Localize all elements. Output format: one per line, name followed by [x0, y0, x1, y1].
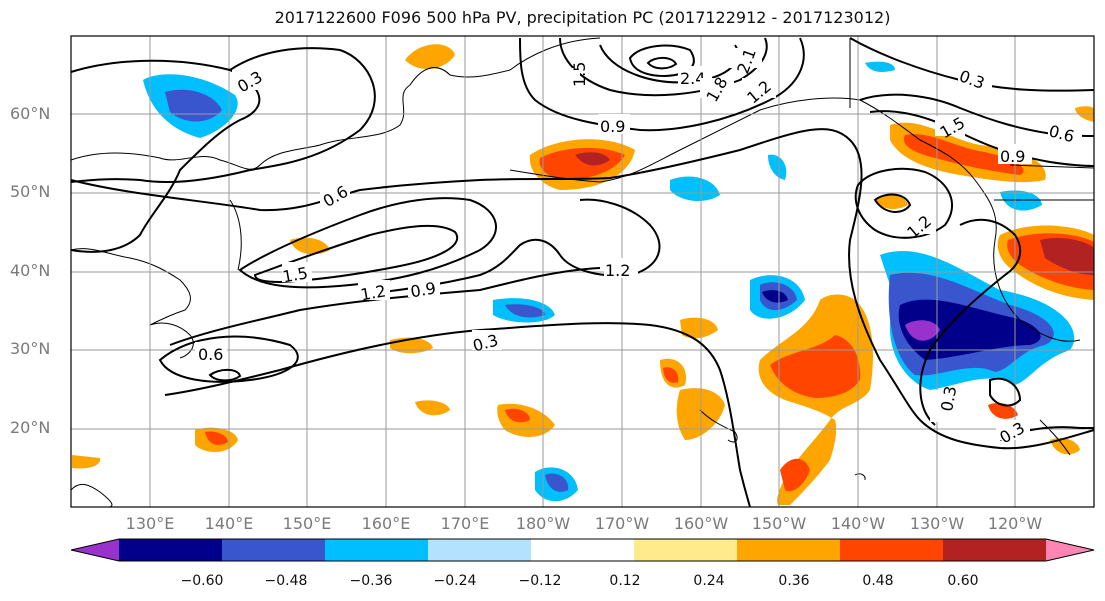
contour-label: 0.3 — [937, 385, 960, 413]
positive-precip-blob — [1050, 438, 1080, 455]
colorbar-segment — [325, 539, 429, 561]
pv-contour-line — [869, 110, 1095, 167]
lon-label: 150°E — [282, 514, 332, 533]
lon-label: 130°W — [909, 514, 965, 533]
negative-precip-blob — [1000, 190, 1042, 211]
pv-contour-line — [238, 197, 497, 289]
positive-precip-blob — [1040, 237, 1094, 275]
lat-label: 60°N — [10, 104, 51, 123]
map-title: 2017122600 F096 500 hPa PV, precipitatio… — [274, 8, 891, 27]
lon-label: 160°W — [673, 514, 729, 533]
lat-label: 40°N — [10, 261, 51, 280]
colorbar-extend-high — [1046, 539, 1094, 561]
negative-precip-blob — [905, 320, 940, 341]
pv-contour-line — [854, 167, 954, 239]
positive-precip-blob — [875, 194, 908, 210]
pv-contour-line — [989, 377, 1022, 407]
pv-contour-line — [873, 193, 912, 213]
positive-precip-blob — [663, 367, 679, 383]
positive-precip-blob — [780, 458, 810, 492]
colorbar-segment — [943, 539, 1047, 561]
colorbar-outline — [70, 538, 1095, 562]
pv-contour-line — [70, 59, 261, 253]
negative-precip-blob — [762, 290, 788, 303]
positive-precip-blob — [205, 431, 228, 445]
colorbar-tick-label: −0.36 — [349, 573, 393, 589]
positive-precip-blob — [290, 237, 330, 255]
positive-precip-blob — [988, 403, 1018, 419]
colorbar-tick-label: −0.12 — [518, 573, 562, 589]
lon-label: 170°W — [594, 514, 650, 533]
negative-precip-blob — [768, 154, 787, 180]
pv-contour-line — [359, 198, 661, 296]
contour-labels: 0.3 0.6 0.6 0.3 0.9 1.2 1.5 1.2 0.9 1.5 … — [195, 46, 1082, 447]
positive-precip-blob — [770, 335, 861, 398]
contour-label: 1.5 — [281, 263, 309, 286]
positive-precip-blob — [415, 400, 450, 416]
colorbar-segment — [428, 539, 532, 561]
pv-contour-line — [646, 56, 678, 70]
lon-label: 160°E — [361, 514, 411, 533]
colorbar-tick-label: −0.48 — [264, 573, 308, 589]
colorbar-tick-label: 0.48 — [862, 573, 894, 589]
map-frame — [70, 35, 1095, 508]
pv-contour-line — [919, 218, 1022, 426]
positive-precip-blob — [680, 317, 718, 339]
colorbar-segment — [634, 539, 738, 561]
lon-label: 150°W — [751, 514, 807, 533]
colorbar-segment — [119, 539, 223, 561]
negative-precip-blob — [505, 304, 545, 318]
contour-label: 0.6 — [198, 345, 223, 364]
negative-precip-blob — [865, 61, 895, 72]
contour-label: 0.9 — [1000, 147, 1025, 166]
lat-label: 20°N — [10, 418, 51, 437]
colorbar-tick-label: 0.36 — [778, 573, 810, 589]
contour-label: 1.2 — [605, 261, 630, 280]
colorbar-tick-label: 0.60 — [947, 573, 979, 589]
lon-label: 120°W — [987, 514, 1043, 533]
lat-label: 50°N — [10, 182, 51, 201]
pv-contour-line — [164, 322, 751, 508]
colorbar-segment — [531, 539, 635, 561]
lon-label: 170°E — [440, 514, 490, 533]
colorbar-segment — [840, 539, 944, 561]
contour-label: 1.2 — [359, 281, 387, 304]
lon-label: 140°W — [830, 514, 886, 533]
pv-contour-line — [519, 37, 805, 132]
colorbar-tick-label: −0.24 — [433, 573, 477, 589]
colorbar-tick-label: 0.24 — [693, 573, 725, 589]
negative-precip-blob — [545, 473, 569, 492]
positive-precip-blob — [505, 408, 530, 423]
contour-label: 0.9 — [409, 278, 437, 301]
pv-contour-line — [253, 224, 458, 284]
positive-precip-blob — [575, 152, 610, 166]
pv-contour-line — [70, 47, 376, 183]
positive-precip-blob — [903, 134, 1024, 175]
lon-label: 180°W — [515, 514, 571, 533]
contour-label: 2.4 — [680, 69, 705, 88]
coastlines — [70, 37, 1095, 508]
lon-label: 130°E — [125, 514, 175, 533]
colorbar-tick-label: −0.60 — [180, 573, 224, 589]
colorbar — [70, 538, 1095, 562]
positive-precip-blob — [405, 44, 455, 70]
colorbar-extend-low — [71, 539, 119, 561]
contour-label: 0.9 — [600, 117, 625, 136]
positive-precip-blob — [72, 455, 101, 469]
colorbar-segment — [737, 539, 841, 561]
negative-precip-blob — [670, 176, 720, 202]
lon-label: 140°E — [204, 514, 254, 533]
pv-contour-line — [158, 335, 299, 383]
colorbar-tick-label: 0.12 — [609, 573, 641, 589]
contour-label: 1.5 — [570, 62, 589, 87]
colorbar-segment — [222, 539, 326, 561]
pv-contour-line — [208, 368, 242, 382]
lat-label: 30°N — [10, 339, 51, 358]
